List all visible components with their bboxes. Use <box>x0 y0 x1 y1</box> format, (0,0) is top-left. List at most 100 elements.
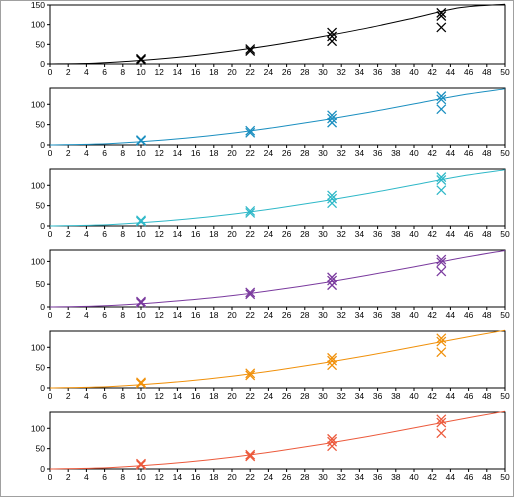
x-tick-label: 40 <box>409 229 419 239</box>
data-point-marker <box>436 22 447 33</box>
x-tick-label: 40 <box>409 67 419 77</box>
marker-stroke <box>245 127 256 138</box>
x-tick-label: 26 <box>282 472 292 482</box>
x-tick-label: 46 <box>464 229 474 239</box>
data-point-marker <box>436 91 447 102</box>
x-tick-label: 6 <box>102 148 107 158</box>
y-tick-label: 50 <box>36 120 46 130</box>
data-point-marker <box>436 417 447 428</box>
data-point-marker <box>136 53 146 64</box>
data-point-marker <box>436 175 447 185</box>
x-tick-label: 40 <box>409 391 419 401</box>
data-point-marker <box>436 336 447 347</box>
marker-stroke <box>245 287 256 298</box>
y-tick-label: 50 <box>36 363 46 373</box>
marker-stroke <box>327 117 338 128</box>
x-tick-label: 30 <box>318 310 328 320</box>
x-tick-label: 16 <box>191 391 201 401</box>
marker-stroke <box>327 275 338 286</box>
panel-6: 0 2 4 6 8 10 12 14 16 18 20 22 24 26 28 30 32 34 36 38 40 42 4… <box>31 410 510 482</box>
marker-stroke <box>136 459 146 470</box>
x-tick-label: 10 <box>136 391 146 401</box>
data-point-marker <box>327 193 338 204</box>
x-tick-label: 0 <box>48 67 53 77</box>
y-tick-label: 0 <box>40 221 45 231</box>
x-tick-label: 42 <box>427 391 437 401</box>
data-point-marker <box>245 125 256 136</box>
y-tick-label: 50 <box>36 279 46 289</box>
x-tick-label: 6 <box>102 310 107 320</box>
x-tick-label: 14 <box>173 391 183 401</box>
marker-stroke <box>136 378 146 389</box>
data-point-marker <box>327 36 338 47</box>
data-point-marker <box>327 198 338 209</box>
x-tick-label: 4 <box>84 472 89 482</box>
marker-stroke <box>327 31 338 42</box>
x-tick-label: 46 <box>464 310 474 320</box>
x-tick-label: 20 <box>227 472 237 482</box>
x-tick-label: 34 <box>355 310 365 320</box>
x-tick-label: 32 <box>336 391 346 401</box>
x-tick-label: 38 <box>391 472 401 482</box>
x-tick-label: 0 <box>48 229 53 239</box>
panel-4: 0 2 4 6 8 10 12 14 16 18 20 22 24 26 28 30 32 34 36 38 40 42 4… <box>31 249 510 320</box>
x-tick-label: 38 <box>391 148 401 158</box>
x-tick-label: 16 <box>191 310 201 320</box>
x-tick-label: 20 <box>227 67 237 77</box>
x-tick-label: 34 <box>355 67 365 77</box>
data-point-marker <box>327 117 338 128</box>
x-tick-label: 44 <box>446 472 456 482</box>
panel-1: 0 2 4 6 8 10 12 14 16 18 20 22 24 26 28 30 32 34 36 38 40 42 4… <box>31 0 510 77</box>
data-point-marker <box>327 113 338 124</box>
x-tick-label: 50 <box>500 310 510 320</box>
x-tick-label: 48 <box>482 391 492 401</box>
marker-stroke <box>327 355 338 366</box>
data-point-marker <box>436 254 447 265</box>
x-tick-label: 12 <box>154 472 164 482</box>
x-tick-label: 48 <box>482 472 492 482</box>
data-point-marker <box>327 441 338 452</box>
marker-stroke <box>436 336 447 347</box>
x-tick-label: 10 <box>136 148 146 158</box>
data-point-marker <box>327 31 338 42</box>
y-tick-label: 100 <box>31 20 45 30</box>
marker-stroke <box>245 46 256 56</box>
fit-curve <box>49 88 506 146</box>
x-tick-label: 24 <box>264 391 274 401</box>
panel-2: 0 2 4 6 8 10 12 14 16 18 20 22 24 26 28 30 32 34 36 38 40 42 4… <box>31 87 510 158</box>
x-tick-label: 2 <box>66 310 71 320</box>
data-point-marker <box>327 360 338 371</box>
marker-stroke <box>245 368 256 379</box>
x-tick-label: 4 <box>84 67 89 77</box>
marker-stroke <box>436 414 447 425</box>
x-tick-label: 4 <box>84 229 89 239</box>
data-point-marker <box>245 205 256 216</box>
x-tick-label: 26 <box>282 391 292 401</box>
fit-curve <box>49 249 506 308</box>
x-tick-label: 40 <box>409 148 419 158</box>
x-tick-label: 14 <box>173 472 183 482</box>
x-tick-label: 48 <box>482 310 492 320</box>
y-tick-label: 0 <box>40 383 45 393</box>
marker-stroke <box>327 193 338 204</box>
x-tick-label: 12 <box>154 391 164 401</box>
data-point-marker <box>327 272 338 283</box>
marker-stroke <box>245 451 256 462</box>
data-point-marker <box>136 459 146 470</box>
data-point-marker <box>436 172 447 183</box>
marker-stroke <box>245 289 256 300</box>
fit-curve <box>49 169 506 227</box>
x-tick-label: 22 <box>245 67 255 77</box>
x-tick-label: 44 <box>446 67 456 77</box>
plot-area <box>49 330 506 389</box>
marker-stroke <box>327 352 338 363</box>
marker-stroke <box>436 347 447 358</box>
marker-stroke <box>136 216 146 227</box>
x-tick-label: 48 <box>482 229 492 239</box>
data-point-marker <box>436 94 447 105</box>
x-tick-label: 4 <box>84 148 89 158</box>
marker-stroke <box>136 458 146 469</box>
data-point-marker <box>327 275 338 286</box>
fit-curve <box>49 329 506 389</box>
x-tick-label: 10 <box>136 229 146 239</box>
